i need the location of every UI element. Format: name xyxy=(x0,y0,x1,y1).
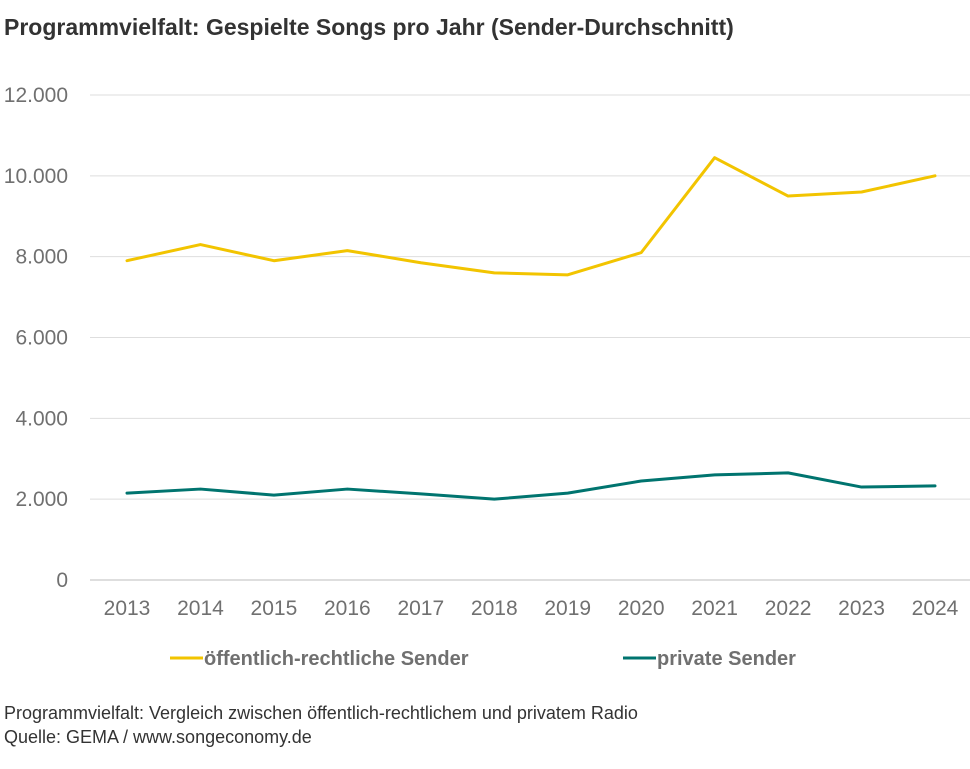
series-line-1 xyxy=(125,156,937,277)
y-tick-label: 10.000 xyxy=(4,165,68,188)
x-tick-label: 2019 xyxy=(544,597,591,620)
y-tick-label: 6.000 xyxy=(15,327,68,350)
x-tick-label: 2024 xyxy=(912,597,959,620)
gridlines xyxy=(90,94,970,581)
chart-title: Programmvielfalt: Gespielte Songs pro Ja… xyxy=(4,14,734,40)
x-tick-label: 2022 xyxy=(765,597,812,620)
series-line-2 xyxy=(125,471,937,501)
x-tick-label: 2023 xyxy=(838,597,885,620)
x-tick-label: 2017 xyxy=(397,597,444,620)
series-lines xyxy=(125,156,937,501)
x-axis: 2013 2014 2015 2016 2017 2018 2019 2020 2021 2022… xyxy=(104,597,959,620)
x-tick-label: 2014 xyxy=(177,597,224,620)
footer-source: Quelle: GEMA / www.songeconomy.de xyxy=(4,727,312,747)
x-tick-label: 2021 xyxy=(691,597,738,620)
footer-caption: Programmvielfalt: Vergleich zwischen öff… xyxy=(4,703,638,723)
y-tick-label: 12.000 xyxy=(4,84,68,107)
y-tick-label: 2.000 xyxy=(15,488,68,511)
y-tick-label: 8.000 xyxy=(15,246,68,269)
x-tick-label: 2015 xyxy=(251,597,298,620)
x-tick-label: 2016 xyxy=(324,597,371,620)
y-tick-label: 4.000 xyxy=(15,407,68,430)
x-tick-label: 2018 xyxy=(471,597,518,620)
legend: öffentlich-rechtliche Sender private Send… xyxy=(170,648,796,670)
x-tick-label: 2013 xyxy=(104,597,151,620)
x-tick-label: 2020 xyxy=(618,597,665,620)
legend-label: öffentlich-rechtliche Sender xyxy=(204,648,469,670)
y-tick-label: 0 xyxy=(56,569,68,592)
legend-label: private Sender xyxy=(657,648,796,670)
y-axis: 0 2.000 4.000 6.000 8.000 10.000 12.000 xyxy=(4,84,68,592)
